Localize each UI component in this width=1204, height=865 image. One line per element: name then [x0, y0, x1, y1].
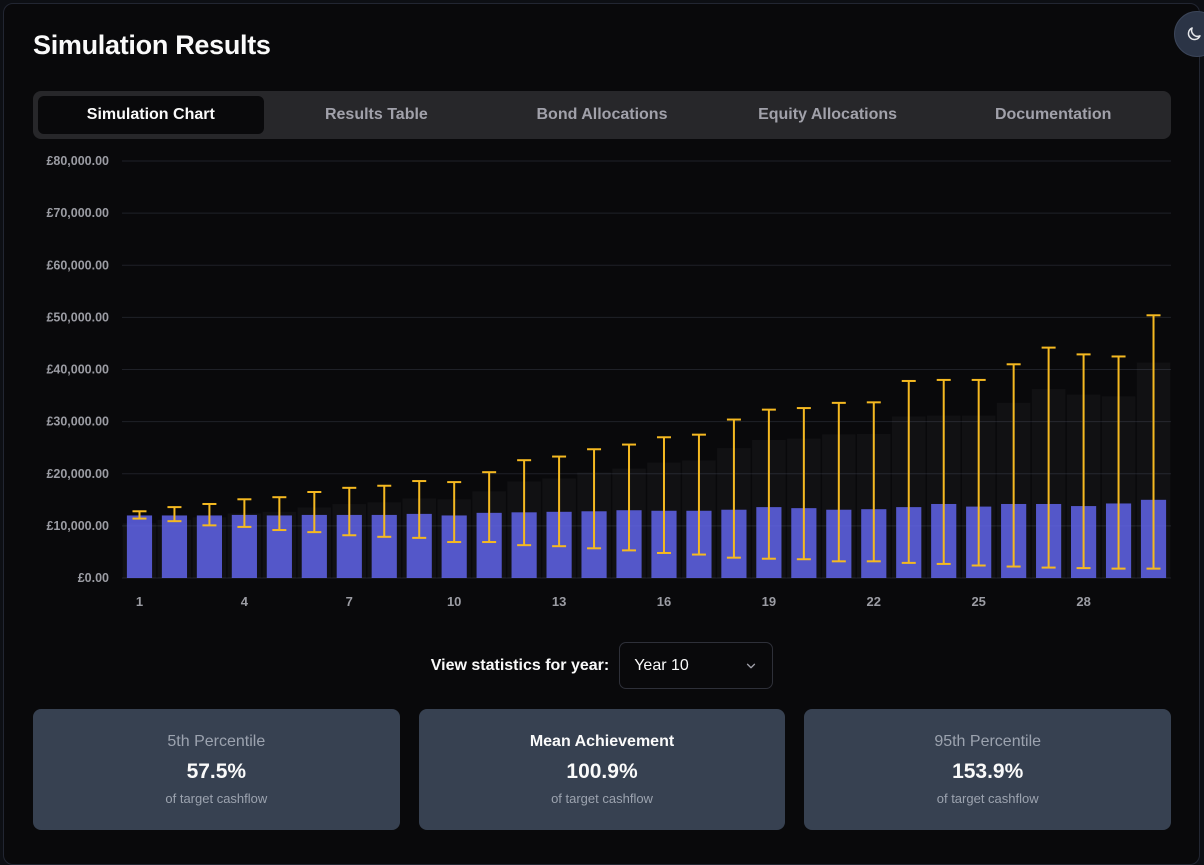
- y-tick-label: £80,000.00: [46, 154, 109, 168]
- stat-card-mean: Mean Achievement 100.9% of target cashfl…: [418, 709, 786, 830]
- stat-card-label: Mean Achievement: [529, 733, 675, 750]
- stat-card-sub: of target cashflow: [936, 791, 1039, 806]
- mean-bar: [126, 515, 153, 578]
- y-tick-label: £30,000.00: [46, 415, 109, 429]
- year-select-value: Year 10: [634, 656, 689, 674]
- x-tick-label: 28: [1076, 594, 1090, 609]
- tab-simulation-chart[interactable]: Simulation Chart: [38, 96, 264, 134]
- y-tick-label: £70,000.00: [46, 206, 109, 220]
- y-tick-label: £0.00: [78, 571, 109, 585]
- stat-card-sub: of target cashflow: [165, 791, 268, 806]
- moon-icon: [1187, 27, 1201, 41]
- year-select-label: View statistics for year:: [430, 656, 610, 674]
- x-tick-label: 13: [552, 594, 566, 609]
- tab-documentation[interactable]: Documentation: [994, 106, 1112, 123]
- y-tick-label: £40,000.00: [46, 363, 109, 377]
- stat-card-value: 153.9%: [952, 760, 1024, 783]
- stat-card-5th-percentile: 5th Percentile 57.5% of target cashflow: [33, 709, 400, 830]
- stat-card-label: 95th Percentile: [934, 733, 1042, 750]
- tab-bond-allocations[interactable]: Bond Allocations: [536, 106, 668, 123]
- stat-card-value: 100.9%: [566, 760, 638, 783]
- x-tick-label: 16: [657, 594, 671, 609]
- y-tick-label: £20,000.00: [46, 467, 109, 481]
- x-tick-label: 19: [762, 594, 776, 609]
- x-tick-label: 7: [346, 594, 353, 609]
- year-filter: View statistics for year: Year 10: [0, 641, 1204, 690]
- simulation-chart: £0.00 £10,000.00 £20,000.00 £30,000.00 £40,0…: [46, 154, 1171, 609]
- x-tick-label: 22: [867, 594, 881, 609]
- stat-card-label: 5th Percentile: [167, 733, 266, 750]
- page-title: Simulation Results: [33, 30, 271, 60]
- tab-results-table[interactable]: Results Table: [324, 106, 428, 123]
- chevron-down-icon: [747, 663, 756, 668]
- tab-equity-allocations[interactable]: Equity Allocations: [758, 106, 898, 123]
- mean-bar: [161, 515, 188, 578]
- stat-card-value: 57.5%: [186, 760, 247, 783]
- x-tick-label: 1: [136, 594, 143, 609]
- x-tick-label: 4: [241, 594, 249, 609]
- stat-cards: 5th Percentile 57.5% of target cashflow …: [33, 709, 1172, 830]
- stat-card-95th-percentile: 95th Percentile 153.9% of target cashflo…: [804, 709, 1172, 830]
- year-select[interactable]: Year 10: [619, 642, 774, 689]
- x-tick-label: 10: [447, 594, 461, 609]
- y-tick-label: £50,000.00: [46, 310, 109, 324]
- y-tick-label: £10,000.00: [46, 519, 109, 533]
- y-tick-label: £60,000.00: [46, 258, 109, 272]
- theme-toggle-button[interactable]: [1174, 11, 1204, 57]
- tab-bar: Simulation Chart Results Table Bond Allo…: [33, 91, 1171, 139]
- x-tick-label: 25: [971, 594, 985, 609]
- stat-card-sub: of target cashflow: [551, 791, 653, 806]
